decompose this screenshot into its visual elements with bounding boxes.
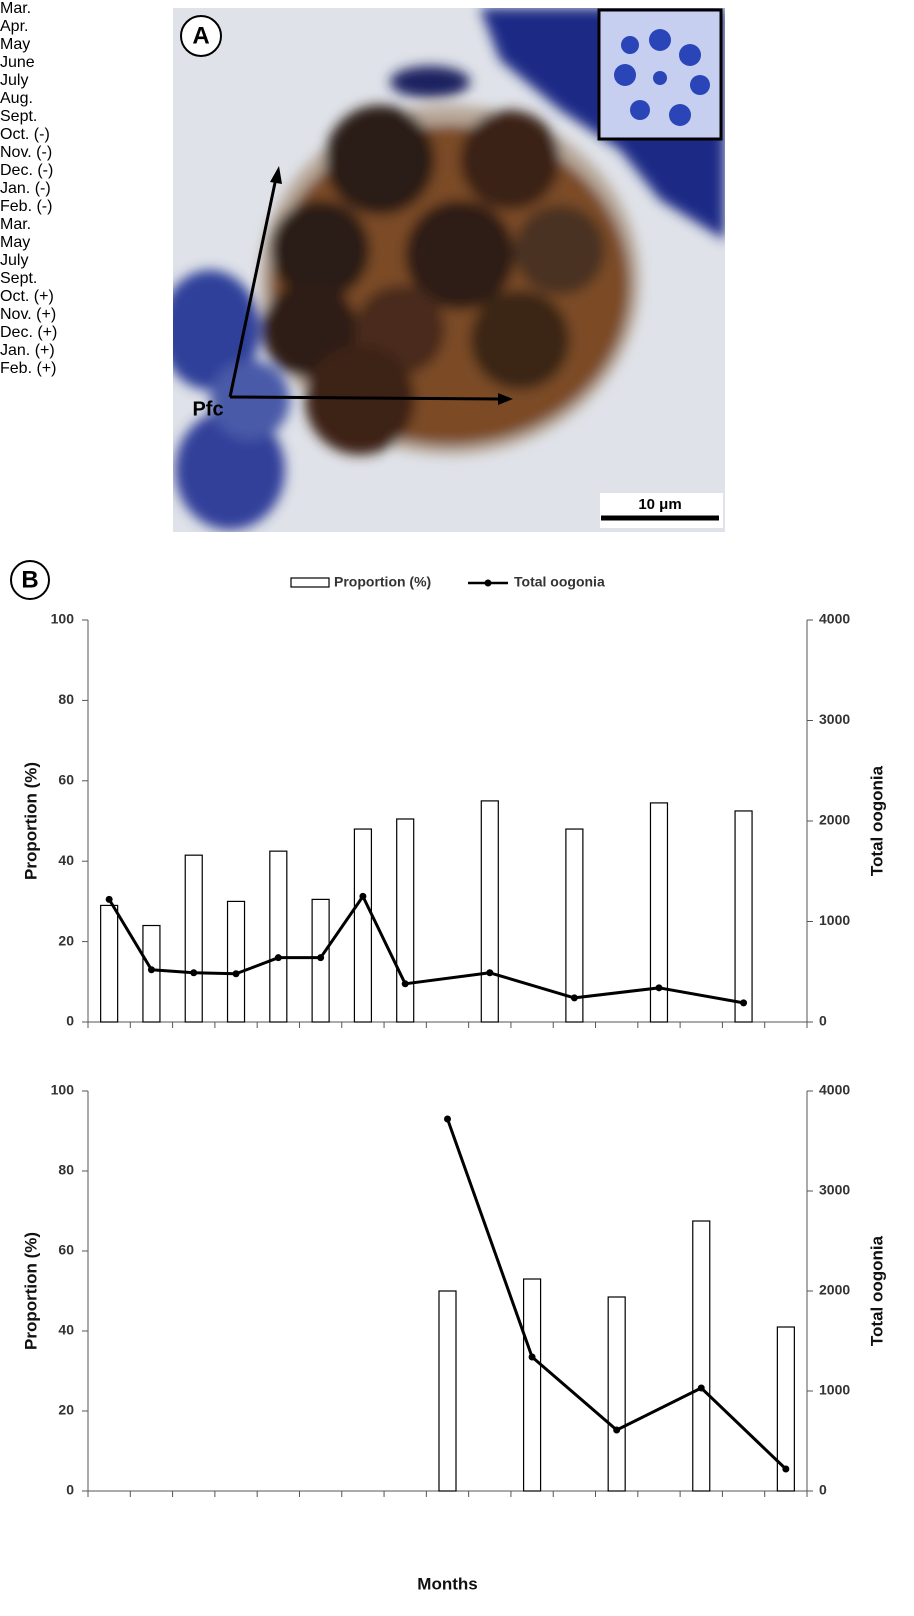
y2-tick-label: 3000: [819, 711, 850, 727]
y2-tick-label: 2000: [819, 812, 850, 828]
x-axis-label: Months: [417, 1574, 477, 1593]
y2-tick-label: 3000: [819, 1182, 850, 1198]
line-marker: [486, 969, 493, 976]
line-marker: [529, 1354, 536, 1361]
y-tick-label: 100: [51, 611, 75, 627]
legend-label: Total oogonia: [514, 574, 605, 590]
bar: [354, 829, 371, 1022]
bar: [228, 901, 245, 1022]
line-marker: [698, 1385, 705, 1392]
y-tick-label: 20: [58, 1402, 74, 1418]
y2-tick-label: 0: [819, 1482, 827, 1498]
y-tick-label: 80: [58, 1162, 74, 1178]
line-marker: [444, 1116, 451, 1123]
line: [109, 896, 743, 1003]
y2-tick-label: 4000: [819, 611, 850, 627]
y-tick-label: 100: [51, 1082, 75, 1098]
line-marker: [275, 954, 282, 961]
line-marker: [106, 896, 113, 903]
bar: [439, 1291, 456, 1491]
y2-tick-label: 0: [819, 1013, 827, 1029]
scale-bar-label: 10 μm: [638, 496, 681, 513]
legend-label: Proportion (%): [334, 574, 431, 590]
legend-swatch: [291, 578, 329, 587]
panel-label: A: [192, 22, 209, 49]
line-marker: [233, 970, 240, 977]
y-tick-label: 0: [66, 1013, 74, 1029]
line-marker: [190, 969, 197, 976]
y-tick-label: 40: [58, 852, 74, 868]
y-tick-label: 0: [66, 1482, 74, 1498]
line-marker: [740, 999, 747, 1006]
line-marker: [317, 954, 324, 961]
y2-axis-label: Total oogonia: [867, 765, 886, 876]
bar: [608, 1297, 625, 1491]
bar: [693, 1221, 710, 1491]
y-tick-label: 60: [58, 1242, 74, 1258]
bar: [397, 819, 414, 1022]
y-axis-label: Proportion (%): [21, 1232, 40, 1350]
y2-tick-label: 1000: [819, 912, 850, 928]
line-marker: [782, 1466, 789, 1473]
y2-tick-label: 1000: [819, 1382, 850, 1398]
y-tick-label: 60: [58, 772, 74, 788]
y2-tick-label: 4000: [819, 1082, 850, 1098]
bar: [270, 851, 287, 1022]
y-tick-label: 40: [58, 1322, 74, 1338]
y-tick-label: 80: [58, 691, 74, 707]
bar: [481, 801, 498, 1022]
line-marker: [613, 1427, 620, 1434]
bar: [185, 855, 202, 1022]
line-marker: [571, 994, 578, 1001]
line-marker: [148, 966, 155, 973]
figure-canvas: 10 μm Pfc A B Proportion (%) Total oogoni…: [0, 0, 914, 1616]
bar: [101, 905, 118, 1022]
y-axis-label: Proportion (%): [21, 762, 40, 880]
y2-axis-label: Total oogonia: [867, 1235, 886, 1346]
line-marker: [402, 980, 409, 987]
legend-swatch: [485, 580, 492, 587]
annotation: Pfc: [192, 398, 223, 420]
line-marker: [359, 893, 366, 900]
bar: [524, 1279, 541, 1491]
y2-tick-label: 2000: [819, 1282, 850, 1298]
panel-label: B: [21, 566, 38, 593]
y-tick-label: 20: [58, 932, 74, 948]
figure: 10 μm Pfc A B Proportion (%) Total oogoni…: [0, 0, 914, 1616]
bar: [143, 926, 160, 1022]
bar: [735, 811, 752, 1022]
line-marker: [655, 984, 662, 991]
micrograph: 10 μm Pfc A: [160, 8, 725, 532]
bar: [566, 829, 583, 1022]
